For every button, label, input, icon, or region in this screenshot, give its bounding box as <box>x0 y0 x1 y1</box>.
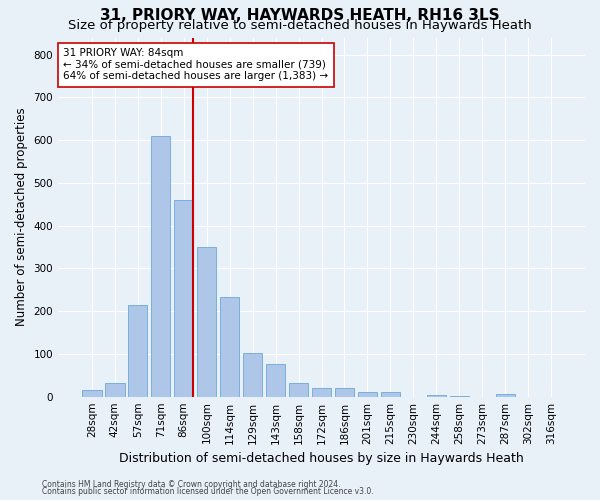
Bar <box>128 304 148 396</box>
Bar <box>82 390 101 396</box>
Bar <box>358 392 377 396</box>
Bar <box>197 247 217 396</box>
X-axis label: Distribution of semi-detached houses by size in Haywards Heath: Distribution of semi-detached houses by … <box>119 452 524 465</box>
Bar <box>289 384 308 396</box>
Text: Contains public sector information licensed under the Open Government Licence v3: Contains public sector information licen… <box>42 487 374 496</box>
Bar <box>335 388 354 396</box>
Y-axis label: Number of semi-detached properties: Number of semi-detached properties <box>15 108 28 326</box>
Bar <box>220 298 239 396</box>
Text: Size of property relative to semi-detached houses in Haywards Heath: Size of property relative to semi-detach… <box>68 18 532 32</box>
Text: Contains HM Land Registry data © Crown copyright and database right 2024.: Contains HM Land Registry data © Crown c… <box>42 480 341 489</box>
Text: 31 PRIORY WAY: 84sqm
← 34% of semi-detached houses are smaller (739)
64% of semi: 31 PRIORY WAY: 84sqm ← 34% of semi-detac… <box>64 48 328 82</box>
Bar <box>151 136 170 396</box>
Bar <box>380 392 400 396</box>
Bar <box>105 382 125 396</box>
Bar <box>496 394 515 396</box>
Bar <box>427 394 446 396</box>
Bar <box>266 364 286 396</box>
Text: 31, PRIORY WAY, HAYWARDS HEATH, RH16 3LS: 31, PRIORY WAY, HAYWARDS HEATH, RH16 3LS <box>100 8 500 22</box>
Bar <box>243 352 262 397</box>
Bar <box>312 388 331 396</box>
Bar <box>174 200 193 396</box>
